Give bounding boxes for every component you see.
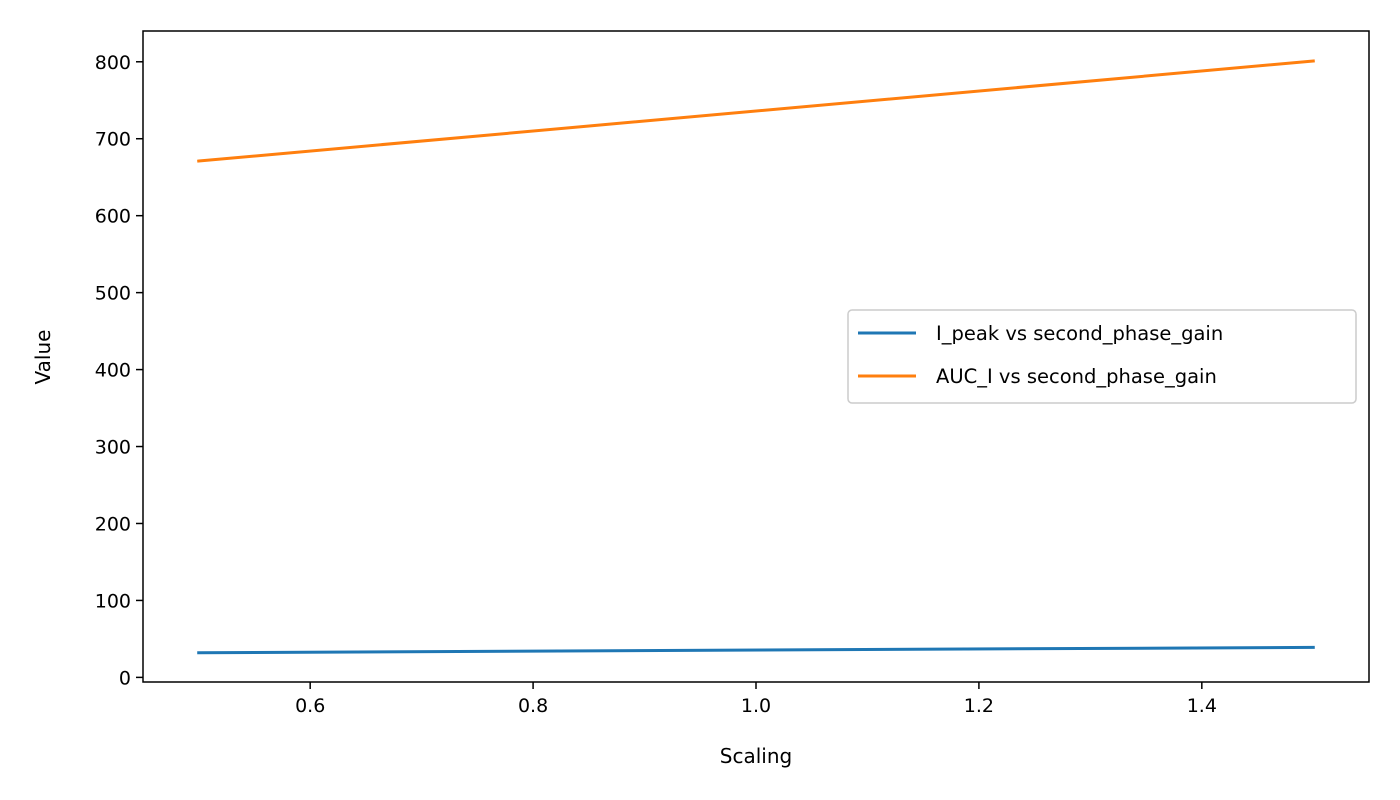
x-tick-label: 0.8 xyxy=(518,695,548,717)
x-tick-label: 1.0 xyxy=(741,695,771,717)
y-tick-label: 500 xyxy=(95,283,131,305)
plot-area xyxy=(197,59,1315,655)
series-line-2 xyxy=(197,59,1315,163)
y-tick-label: 100 xyxy=(95,590,131,612)
legend-label-1: I_peak vs second_phase_gain xyxy=(936,322,1223,345)
y-axis: 0 100 200 300 400 500 600 700 800 xyxy=(95,52,143,689)
y-tick-label: 200 xyxy=(95,513,131,535)
y-tick-label: 0 xyxy=(119,667,131,689)
legend-label-2: AUC_I vs second_phase_gain xyxy=(936,365,1217,388)
x-axis-label: Scaling xyxy=(720,744,792,768)
x-tick-label: 1.4 xyxy=(1187,695,1217,717)
y-tick-label: 400 xyxy=(95,360,131,382)
x-tick-label: 1.2 xyxy=(964,695,994,717)
y-tick-label: 300 xyxy=(95,437,131,459)
series-line-1 xyxy=(197,645,1315,655)
x-axis: 0.6 0.8 1.0 1.2 1.4 xyxy=(295,682,1217,717)
x-tick-label: 0.6 xyxy=(295,695,325,717)
y-axis-label: Value xyxy=(31,330,55,385)
y-tick-label: 600 xyxy=(95,206,131,228)
y-tick-label: 700 xyxy=(95,129,131,151)
legend-box xyxy=(847,309,1357,404)
legend: I_peak vs second_phase_gain AUC_I vs seco… xyxy=(847,309,1357,404)
y-tick-label: 800 xyxy=(95,52,131,74)
